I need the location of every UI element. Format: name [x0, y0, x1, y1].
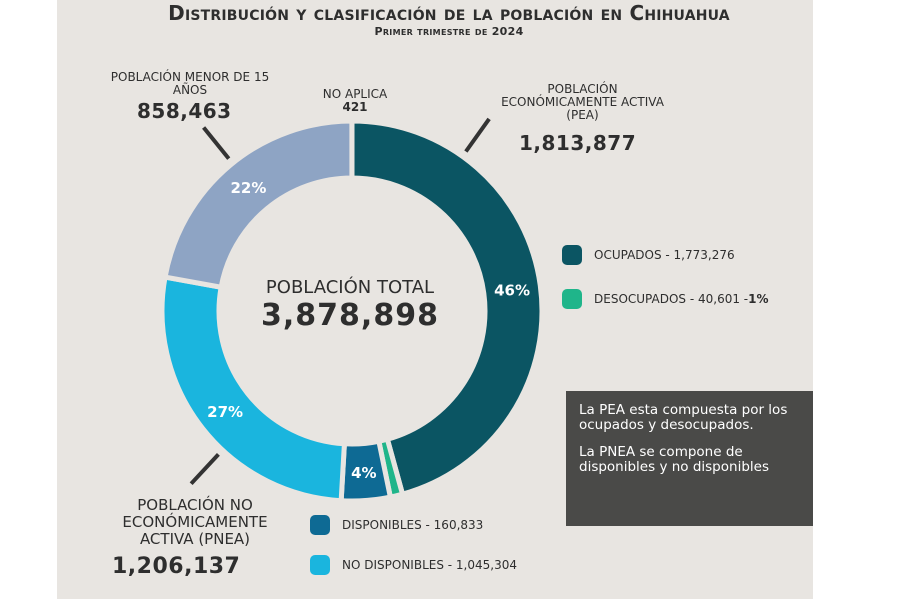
total-population-value: 3,878,898 [261, 298, 439, 333]
menor-15-label: POBLACIÓN MENOR DE 15 AÑOS [110, 70, 270, 97]
legend-label-desocupados: DESOCUPADOS - 40,601 - [594, 292, 749, 306]
legend-ocupados: OCUPADOS - 1,773,276 [562, 245, 735, 265]
pct-label-no-disponibles: 27% [207, 403, 243, 421]
chart-subtitle: Primer trimestre de 2024 [374, 25, 524, 38]
pnea-value: 1,206,137 [112, 554, 241, 579]
donut-slice-ocupados [349, 118, 545, 498]
menor-15-value: 858,463 [137, 99, 232, 123]
legend-label-no-disponibles: NO DISPONIBLES - 1,045,304 [342, 558, 517, 572]
legend-label-disponibles: DISPONIBLES - 160,833 [342, 518, 484, 532]
total-population-label: POBLACIÓN TOTAL [265, 277, 435, 298]
leader-pnea [189, 453, 220, 486]
pea-value: 1,813,877 [519, 131, 637, 155]
legend-disponibles: DISPONIBLES - 160,833 [310, 515, 483, 535]
note-pea: La PEA esta compuesta por los ocupados y… [579, 402, 788, 433]
leader-pea [464, 117, 491, 153]
donut-slice-poblaci-n-menor-de-15-a-os [162, 118, 355, 291]
info-note: La PEA esta compuesta por los ocupados y… [566, 391, 813, 526]
pea-label: POBLACIÓN ECONÓMICAMENTE ACTIVA (PEA) [501, 82, 664, 122]
leader-menor [202, 126, 231, 160]
pct-label-disponibles: 4% [351, 464, 376, 482]
chart-title: Distribución y clasificación de la pobla… [168, 1, 730, 25]
legend-swatch-no-disponibles [310, 555, 330, 575]
pct-label-ocupados: 46% [494, 281, 530, 299]
no-aplica-label: NO APLICA [322, 87, 388, 101]
no-aplica-value: 421 [342, 100, 368, 114]
legend-swatch-desocupados [562, 289, 582, 309]
donut-slice-no-disponibles [159, 274, 348, 504]
note-pnea: La PNEA se compone de disponibles y no d… [579, 444, 769, 475]
legend-label-ocupados: OCUPADOS - 1,773,276 [594, 248, 735, 262]
legend-swatch-disponibles [310, 515, 330, 535]
legend-no-disponibles: NO DISPONIBLES - 1,045,304 [310, 555, 517, 575]
pct-label-poblaci-n-menor-de-15-a-os: 22% [231, 179, 267, 197]
legend-pct-desocupados: 1% [748, 292, 769, 306]
legend-swatch-ocupados [562, 245, 582, 265]
legend-desocupados: DESOCUPADOS - 40,601 - 1% [562, 289, 769, 309]
pnea-label: POBLACIÓN NO ECONÓMICAMENTE ACTIVA (PNEA… [122, 496, 268, 548]
